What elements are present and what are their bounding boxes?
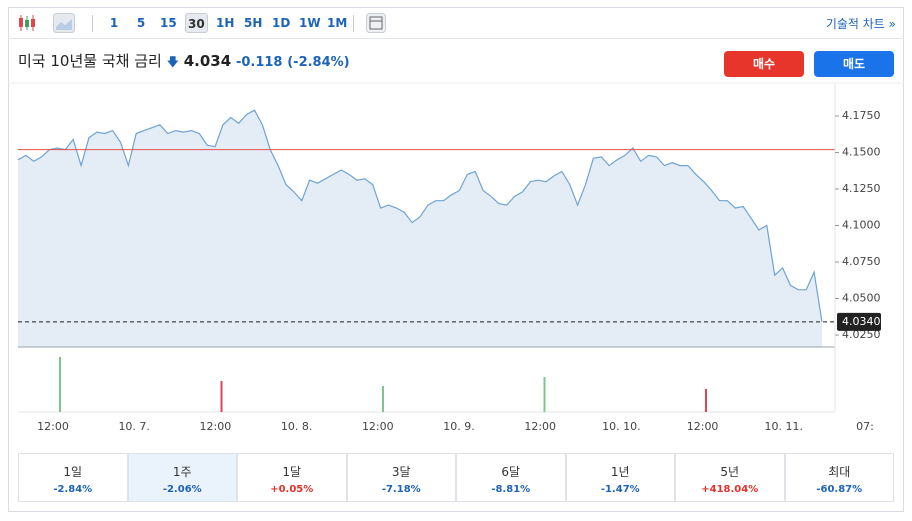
y-tick-label: 4.1250 <box>842 182 881 195</box>
instrument-title: 미국 10년물 국채 금리 <box>18 52 162 70</box>
period-change: -60.87% <box>816 484 863 495</box>
y-tick-label: 4.1000 <box>842 219 881 232</box>
last-value-label: 4.0340 <box>842 315 881 328</box>
y-tick-label: 4.0250 <box>842 328 881 341</box>
period-label: 5년 <box>720 465 740 479</box>
x-tick-label: 12:00 <box>687 420 719 433</box>
period-change: -2.84% <box>53 484 93 495</box>
layout-icon[interactable] <box>366 13 386 33</box>
price-area <box>18 110 822 347</box>
period-label: 1주 <box>172 465 192 479</box>
timeframe[interactable]: 1M <box>327 16 348 30</box>
x-tick-label: 10. 8. <box>281 420 313 433</box>
period-label: 3달 <box>391 465 411 479</box>
volume-bar <box>382 386 384 412</box>
toolbar: 기술적 차트 » 1 5 15 30 1H 5H 1D 1W 1M <box>8 8 904 39</box>
timeframe[interactable]: 30 <box>185 13 208 33</box>
period-label: 최대 <box>828 465 851 479</box>
area-icon[interactable] <box>53 13 75 33</box>
period-tab[interactable]: 1년 -1.47% <box>565 453 675 502</box>
x-tick-label: 10. 11. <box>765 420 803 433</box>
chart: Investing.com4.17504.15004.12504.10004.0… <box>8 82 904 433</box>
period-label: 1달 <box>282 465 302 479</box>
x-tick-label: 10. 7. <box>118 420 150 433</box>
y-tick-label: 4.1500 <box>842 146 881 159</box>
period-change: -7.18% <box>381 484 421 495</box>
y-tick-label: 4.0750 <box>842 255 881 268</box>
period-tab[interactable]: 5년 +418.04% <box>675 453 785 502</box>
instrument-header: 미국 10년물 국채 금리 🡇 4.034 -0.118 (-2.84%) <box>18 50 350 74</box>
x-tick-label: 07: <box>856 420 874 433</box>
volume-bar <box>59 357 61 412</box>
timeframe[interactable]: 5H <box>244 16 263 30</box>
x-tick-label: 10. 10. <box>602 420 640 433</box>
last-value-box <box>837 312 881 331</box>
price-line <box>17 109 823 322</box>
x-tick-label: 12:00 <box>524 420 556 433</box>
period-tab[interactable]: 1주 -2.06% <box>127 453 237 502</box>
volume-bar <box>705 389 707 412</box>
down-arrow: 🡇 <box>166 55 179 69</box>
volume-bar <box>543 377 546 412</box>
period-label: 1년 <box>610 465 630 479</box>
period-change: -2.06% <box>162 484 202 495</box>
timeframe[interactable]: 1 <box>109 16 119 30</box>
volume-bar <box>220 381 223 412</box>
sell-button[interactable]: 매도 <box>814 51 894 77</box>
timeframe[interactable]: 1W <box>299 16 321 30</box>
change: -0.118 <box>235 55 283 70</box>
candle-icon[interactable] <box>17 14 37 32</box>
timeframe[interactable]: 1H <box>216 16 235 30</box>
technical-chart-link[interactable]: 기술적 차트 » <box>825 17 896 31</box>
y-tick-label: 4.0500 <box>842 292 881 305</box>
price: 4.034 <box>183 52 232 70</box>
period-tab[interactable]: 6달 -8.81% <box>456 453 566 502</box>
period-label: 1일 <box>63 465 83 479</box>
change-pct: (-2.84%) <box>287 55 350 70</box>
period-change: +0.05% <box>270 484 314 495</box>
period-tab[interactable]: 1일 -2.84% <box>18 453 128 502</box>
period-change: -8.81% <box>491 484 531 495</box>
separator <box>92 15 93 32</box>
period-tab[interactable]: 1달 +0.05% <box>237 453 347 502</box>
widget-frame <box>8 7 904 512</box>
timeframe[interactable]: 15 <box>160 16 177 30</box>
buy-button[interactable]: 매수 <box>724 51 804 77</box>
period-tab[interactable]: 최대 -60.87% <box>784 453 894 502</box>
timeframe[interactable]: 1D <box>272 16 291 30</box>
period-change: +418.04% <box>701 484 759 495</box>
x-tick-label: 12:00 <box>200 420 232 433</box>
period-change: -1.47% <box>600 484 640 495</box>
period-tab[interactable]: 3달 -7.18% <box>346 453 456 502</box>
timeframe[interactable]: 5 <box>136 16 146 30</box>
x-tick-label: 12:00 <box>362 420 394 433</box>
x-tick-label: 12:00 <box>37 420 69 433</box>
period-label: 6달 <box>501 465 521 479</box>
x-tick-label: 10. 9. <box>443 420 475 433</box>
y-tick-label: 4.1750 <box>842 109 881 122</box>
separator <box>353 15 354 32</box>
